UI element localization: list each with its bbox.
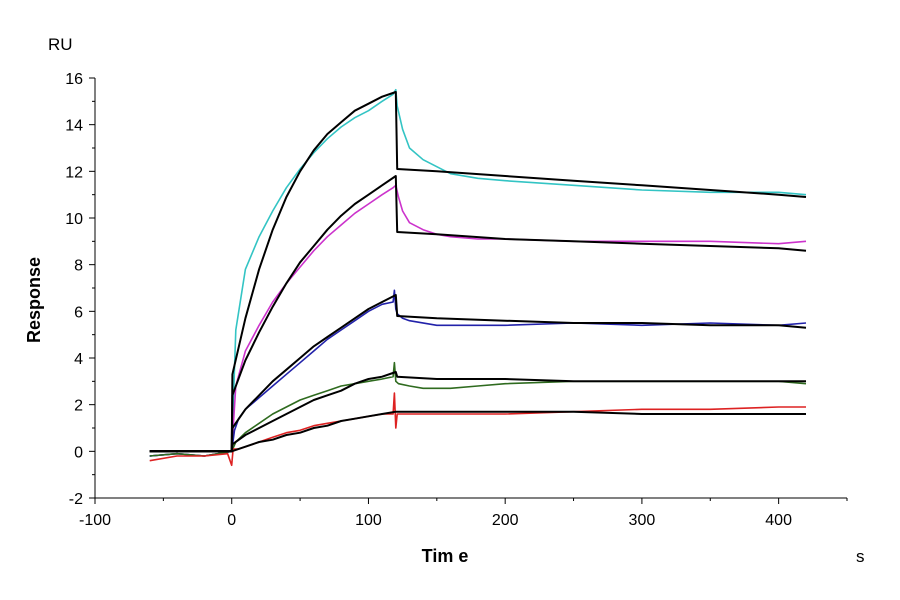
fit-curve [149, 294, 807, 453]
y-tick-label: 4 [74, 351, 83, 368]
x-unit-label: s [856, 547, 865, 566]
axes: -2 0 2 4 6 8 10 12 14 16 -100 0 100 200 300 400 [65, 71, 848, 529]
response-curve [149, 361, 807, 457]
y-tick-label: 2 [74, 398, 83, 415]
fit-curve [149, 91, 807, 453]
x-tick-label: -100 [79, 512, 111, 529]
response-curve [149, 392, 806, 467]
y-tick-label: -2 [69, 491, 83, 508]
x-tick-label: 100 [355, 512, 382, 529]
y-tick-label: 6 [74, 304, 83, 321]
x-tick-label: 200 [492, 512, 519, 529]
x-tick-label: 0 [227, 512, 236, 529]
y-tick-label: 10 [65, 211, 83, 228]
y-tick-label: 8 [74, 258, 83, 275]
fit-curve [149, 371, 806, 453]
curves [149, 88, 807, 467]
fit-curve [149, 175, 807, 453]
response-curve [149, 88, 807, 457]
y-tick-label: 0 [74, 444, 83, 461]
fit-curve [149, 410, 806, 453]
x-tick-label: 300 [629, 512, 656, 529]
y-unit-label: RU [48, 35, 73, 54]
x-tick-label: 400 [765, 512, 792, 529]
y-tick-label: 16 [65, 71, 83, 88]
y-tick-label: 12 [65, 164, 83, 181]
y-tick-label: 14 [65, 118, 83, 135]
y-axis-title: Response [24, 257, 44, 343]
x-axis-title: Tim e [422, 546, 469, 566]
